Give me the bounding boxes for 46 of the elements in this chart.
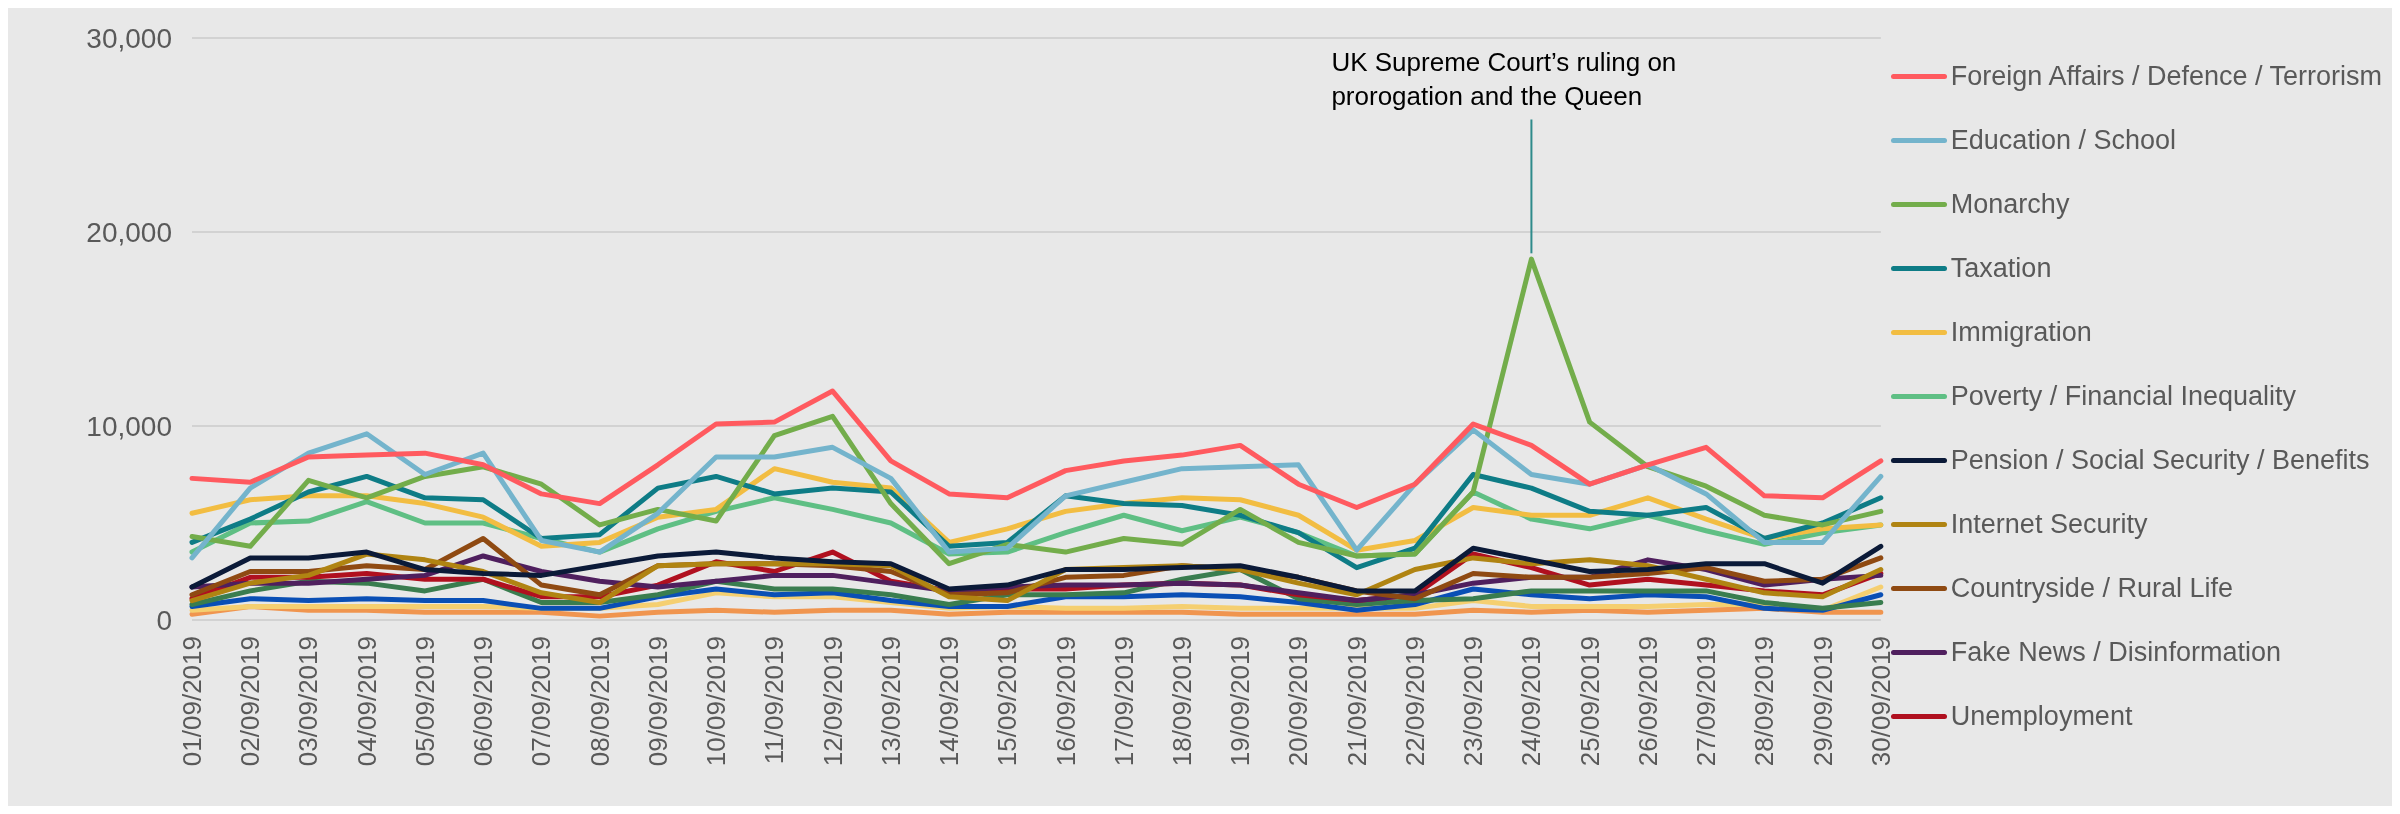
- x-tick-label: 22/09/2019: [1399, 636, 1430, 767]
- x-tick-label: 18/09/2019: [1167, 636, 1197, 767]
- x-tick-label: 15/09/2019: [992, 636, 1023, 767]
- x-tick-label: 10/09/2019: [701, 636, 732, 767]
- x-tick-label: 07/09/2019: [526, 636, 557, 767]
- legend-label: Fake News / Disinformation: [1950, 636, 2281, 668]
- x-tick-label: 20/09/2019: [1283, 636, 1314, 767]
- x-tick-label: 12/09/2019: [817, 636, 848, 767]
- x-tick-label: 26/09/2019: [1632, 636, 1663, 767]
- legend-label: Immigration: [1950, 316, 2092, 348]
- legend-label: Poverty / Financial Inequality: [1950, 380, 2297, 412]
- x-tick-label: 28/09/2019: [1749, 636, 1780, 767]
- legend-label: Internet Security: [1950, 508, 2148, 540]
- x-tick-label: 13/09/2019: [875, 636, 906, 767]
- legend-label: Unemployment: [1950, 700, 2133, 732]
- legend-label: Monarchy: [1950, 188, 2070, 220]
- legend-label: Countryside / Rural Life: [1950, 572, 2233, 604]
- y-tick-label: 20,000: [86, 217, 172, 248]
- legend-label: Education / School: [1950, 124, 2176, 156]
- x-tick-label: 19/09/2019: [1225, 636, 1256, 767]
- y-tick-label: 0: [156, 605, 172, 636]
- legend-label: Foreign Affairs / Defence / Terrorism: [1950, 60, 2382, 92]
- x-tick-label: 11/09/2019: [759, 636, 790, 765]
- x-tick-label: 14/09/2019: [934, 636, 965, 767]
- legend-label: Taxation: [1950, 252, 2052, 284]
- x-tick-label: 21/09/2019: [1341, 636, 1372, 767]
- y-tick-label: 30,000: [86, 23, 172, 54]
- x-tick-label: 17/09/2019: [1108, 636, 1139, 767]
- x-tick-label: 23/09/2019: [1458, 636, 1489, 767]
- legend-label: Pension / Social Security / Benefits: [1950, 444, 2370, 476]
- x-tick-label: 16/09/2019: [1050, 636, 1081, 767]
- x-tick-label: 06/09/2019: [468, 636, 499, 767]
- x-tick-label: 01/09/2019: [177, 636, 207, 767]
- x-tick-label: 08/09/2019: [584, 636, 615, 767]
- x-tick-label: 30/09/2019: [1865, 636, 1896, 767]
- x-tick-label: 04/09/2019: [351, 636, 382, 767]
- x-tick-label: 25/09/2019: [1574, 636, 1605, 767]
- x-tick-label: 03/09/2019: [293, 636, 324, 767]
- x-tick-label: 27/09/2019: [1691, 636, 1722, 767]
- annotation: UK Supreme Court’s ruling on prorogation and the Queen: [1331, 47, 1677, 112]
- x-tick-label: 02/09/2019: [235, 636, 266, 767]
- x-tick-label: 09/09/2019: [642, 636, 673, 767]
- x-tick-label: 24/09/2019: [1516, 636, 1547, 767]
- x-tick-label: 05/09/2019: [409, 636, 440, 767]
- y-tick-label: 10,000: [86, 411, 172, 442]
- x-tick-label: 29/09/2019: [1807, 636, 1838, 767]
